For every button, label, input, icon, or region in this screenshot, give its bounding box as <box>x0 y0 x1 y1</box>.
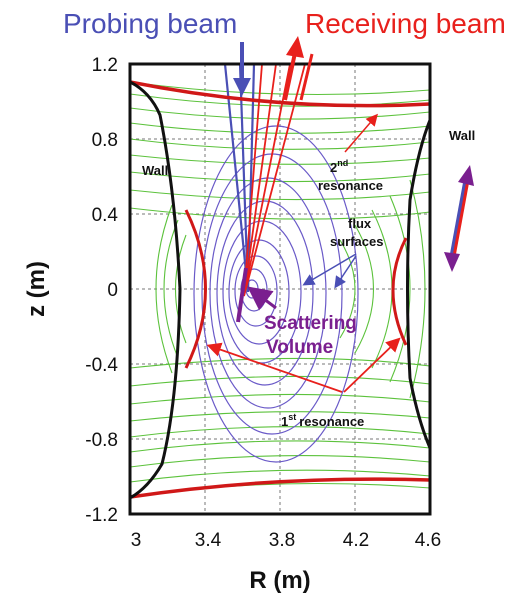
y-tick-label: -0.4 <box>85 355 118 376</box>
vessel-wall-left <box>130 64 182 514</box>
wall-label-right: Wall <box>449 128 475 143</box>
second-resonance-line <box>130 80 430 108</box>
plot-area <box>128 62 432 516</box>
flux-label-2: surfaces <box>330 234 383 249</box>
svg-text:2nd: 2nd <box>330 158 348 175</box>
x-axis-label: R (m) <box>249 567 310 594</box>
first-resonance-text: resonance <box>299 414 364 429</box>
scattering-label-2: Volume <box>266 337 333 358</box>
second-resonance-sup: nd <box>337 158 348 168</box>
y-tick-label: 1.2 <box>92 55 118 76</box>
first-resonance-sup: st <box>288 412 296 422</box>
y-axis: 1.2 0.8 0.4 0 -0.4 -0.8 -1.2 z (m) <box>23 55 118 526</box>
second-resonance-line-lower <box>130 477 430 499</box>
y-tick-label: 0.4 <box>92 205 119 226</box>
scattering-volume-marker <box>236 267 248 323</box>
y-tick-label: 0.8 <box>92 130 118 151</box>
y-tick-label: -1.2 <box>85 505 118 526</box>
first-resonance-annotation: 1st resonance <box>206 337 401 429</box>
polarization-arrow <box>444 165 474 272</box>
scattering-label-1: Scattering <box>264 313 357 334</box>
first-resonance-num: 1 <box>281 414 288 429</box>
x-tick-label: 3 <box>131 530 142 551</box>
wall-label-left: Wall <box>142 163 168 178</box>
plot-frame <box>128 62 432 516</box>
y-tick-label: 0 <box>107 280 118 301</box>
vessel-wall-right <box>406 119 430 449</box>
y-tick-label: -0.8 <box>85 430 118 451</box>
second-resonance-annotation: 2nd resonance <box>318 113 383 193</box>
first-resonance-right <box>391 237 408 346</box>
receiving-beam-title: Receiving beam <box>305 8 506 39</box>
x-tick-label: 4.2 <box>343 530 369 551</box>
x-tick-label: 3.4 <box>195 530 222 551</box>
second-resonance-num: 2 <box>330 160 337 175</box>
flux-label-1: flux <box>348 216 372 231</box>
x-axis: 3 3.4 3.8 4.2 4.6 R (m) <box>131 530 442 594</box>
flux-surfaces-annotation: flux surfaces <box>302 216 383 289</box>
y-axis-label: z (m) <box>23 261 50 317</box>
receiving-beam-arrow <box>283 36 314 101</box>
x-tick-label: 4.6 <box>415 530 441 551</box>
probing-beam-arrow <box>233 42 251 96</box>
second-resonance-text: resonance <box>318 178 383 193</box>
scattering-volume-annotation: Scattering Volume <box>247 286 357 358</box>
probing-beam-title: Probing beam <box>63 8 237 39</box>
flux-surfaces <box>193 125 359 463</box>
x-tick-label: 3.8 <box>269 530 295 551</box>
first-resonance-left <box>184 209 207 369</box>
